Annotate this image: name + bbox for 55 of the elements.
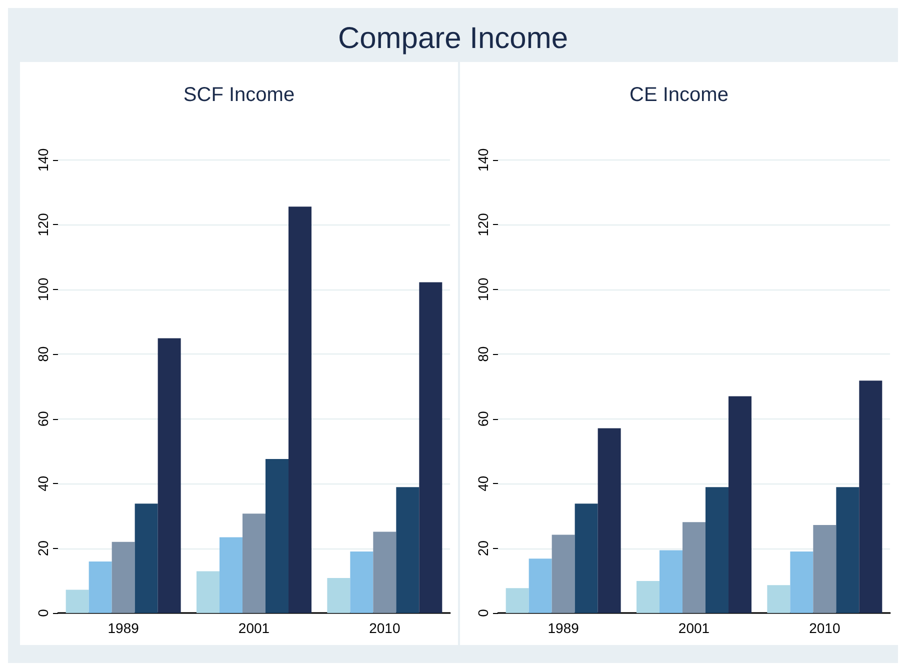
- bar: [419, 282, 442, 613]
- bar: [266, 458, 288, 613]
- x-tick-label: 2010: [809, 620, 840, 636]
- bar: [767, 585, 790, 613]
- x-tick-label: 2001: [238, 620, 270, 636]
- y-tick-label: 40: [35, 476, 51, 492]
- bar: [660, 550, 682, 613]
- y-tick-label: 20: [35, 540, 51, 556]
- y-tick-label: 120: [35, 212, 51, 236]
- x-tick-label: 2001: [678, 620, 710, 636]
- x-tick-label: 1989: [108, 620, 140, 636]
- bar: [728, 396, 752, 613]
- bar: [288, 206, 312, 613]
- bar: [327, 578, 350, 613]
- y-tick-label: 60: [35, 410, 51, 427]
- bar: [158, 338, 181, 613]
- bar: [859, 380, 882, 613]
- y-tick-label: 60: [475, 410, 491, 427]
- bar: [790, 552, 814, 613]
- bar: [598, 428, 621, 613]
- y-tick-label: 100: [475, 278, 491, 302]
- bar: [636, 580, 660, 613]
- bar: [813, 524, 836, 613]
- bar: [836, 487, 860, 613]
- bar: [552, 534, 575, 613]
- bar: [134, 504, 158, 613]
- bar: [506, 588, 529, 613]
- bar: [682, 522, 706, 613]
- x-tick-label: 2010: [369, 620, 400, 636]
- y-tick-label: 80: [35, 346, 51, 362]
- y-tick-label: 100: [35, 278, 51, 302]
- bar: [396, 487, 420, 613]
- bar: [112, 542, 135, 613]
- x-tick-label: 1989: [548, 620, 580, 636]
- bar: [66, 590, 89, 613]
- y-tick-label: 140: [35, 148, 51, 172]
- bar: [574, 504, 598, 613]
- y-tick-label: 120: [475, 212, 491, 236]
- y-tick-label: 20: [475, 540, 491, 556]
- y-tick-label: 0: [475, 608, 491, 617]
- bar: [242, 514, 266, 613]
- bar: [350, 552, 374, 613]
- chart-title: SCF Income: [183, 84, 295, 106]
- text: Compare Income: [336, 22, 570, 56]
- y-tick-label: 80: [475, 346, 491, 362]
- chart-title: CE Income: [630, 84, 728, 106]
- bar: [528, 558, 552, 613]
- y-tick-label: 40: [475, 476, 491, 492]
- bar: [706, 487, 728, 613]
- bar: [196, 571, 220, 613]
- bar: [373, 532, 396, 613]
- y-tick-label: 140: [475, 148, 491, 172]
- y-tick-label: 0: [35, 608, 51, 617]
- bar: [88, 562, 112, 613]
- bar: [220, 537, 242, 613]
